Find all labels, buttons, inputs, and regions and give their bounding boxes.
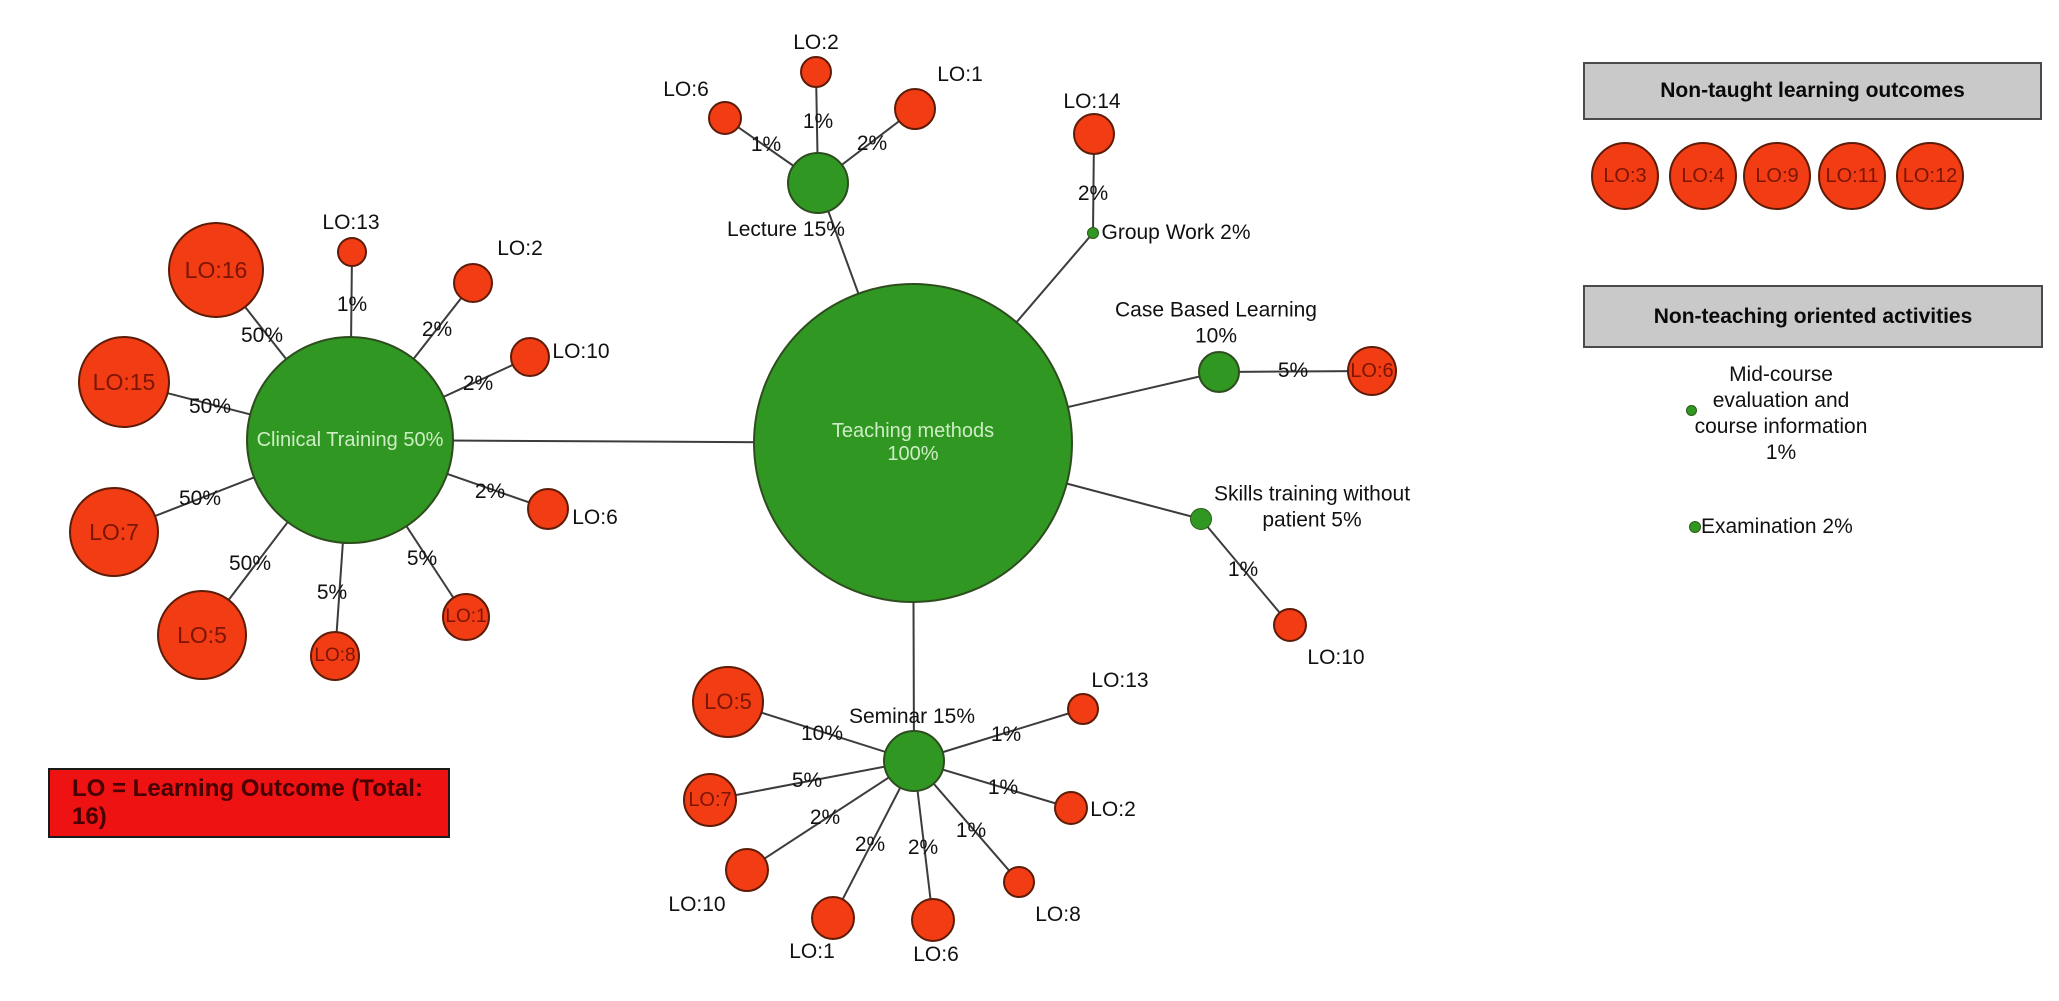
- non-taught-lo-circle[interactable]: LO:4: [1669, 142, 1737, 210]
- legend-box: LO = Learning Outcome (Total: 16): [48, 768, 450, 838]
- node-groupwork[interactable]: [1087, 227, 1099, 239]
- node-se-lo6[interactable]: [911, 898, 955, 942]
- edge-casebased-cb-lo6: [1218, 370, 1373, 373]
- node-c-lo15[interactable]: LO:15: [78, 336, 170, 428]
- node-teaching[interactable]: Teaching methods 100%: [753, 283, 1073, 603]
- activity-midcourse-label: Mid-course evaluation and course informa…: [1694, 363, 1868, 464]
- edge-seminar-se-lo10: [746, 760, 915, 871]
- node-seminar[interactable]: [883, 730, 945, 792]
- node-c-lo7[interactable]: LO:7: [69, 487, 159, 577]
- node-lecture[interactable]: [787, 152, 849, 214]
- non-taught-lo-circle[interactable]: LO:3: [1591, 142, 1659, 210]
- non-taught-lo-circle[interactable]: LO:9: [1743, 142, 1811, 210]
- examination-dot-icon: [1689, 521, 1701, 533]
- node-se-lo1[interactable]: [811, 896, 855, 940]
- node-c-lo1[interactable]: LO:1: [442, 593, 490, 641]
- edge-seminar-se-lo7: [709, 760, 915, 801]
- node-s-lo10[interactable]: [1273, 608, 1307, 642]
- node-l-lo1[interactable]: [894, 88, 936, 130]
- node-c-lo13[interactable]: [337, 237, 367, 267]
- node-c-lo6[interactable]: [527, 488, 569, 530]
- node-se-lo5[interactable]: LO:5: [692, 666, 764, 738]
- node-c-lo5[interactable]: LO:5: [157, 590, 247, 680]
- node-c-lo2[interactable]: [453, 263, 493, 303]
- non-teaching-header: Non-teaching oriented activities: [1583, 285, 2043, 348]
- node-g-lo14[interactable]: [1073, 113, 1115, 155]
- node-c-lo8[interactable]: LO:8: [310, 631, 360, 681]
- node-se-lo7[interactable]: LO:7: [683, 773, 737, 827]
- legend-text: LO = Learning Outcome (Total: 16): [72, 775, 423, 830]
- node-skills[interactable]: [1190, 508, 1212, 530]
- node-casebased[interactable]: [1198, 351, 1240, 393]
- node-c-lo10[interactable]: [510, 337, 550, 377]
- node-se-lo8[interactable]: [1003, 866, 1035, 898]
- node-l-lo6[interactable]: [708, 101, 742, 135]
- non-taught-lo-circle[interactable]: LO:11: [1818, 142, 1886, 210]
- activity-examination-label: Examination 2%: [1701, 515, 1853, 538]
- node-cb-lo6[interactable]: LO:6: [1347, 346, 1397, 396]
- node-se-lo13[interactable]: [1067, 693, 1099, 725]
- node-se-lo2[interactable]: [1054, 791, 1088, 825]
- non-taught-header: Non-taught learning outcomes: [1583, 62, 2042, 120]
- node-c-lo16[interactable]: LO:16: [168, 222, 264, 318]
- node-l-lo2[interactable]: [800, 56, 832, 88]
- node-clinical[interactable]: Clinical Training 50%: [246, 336, 454, 544]
- node-se-lo10[interactable]: [725, 848, 769, 892]
- midcourse-dot-icon: [1686, 405, 1697, 416]
- edge-skills-s-lo10: [1200, 518, 1291, 626]
- non-taught-lo-circle[interactable]: LO:12: [1896, 142, 1964, 210]
